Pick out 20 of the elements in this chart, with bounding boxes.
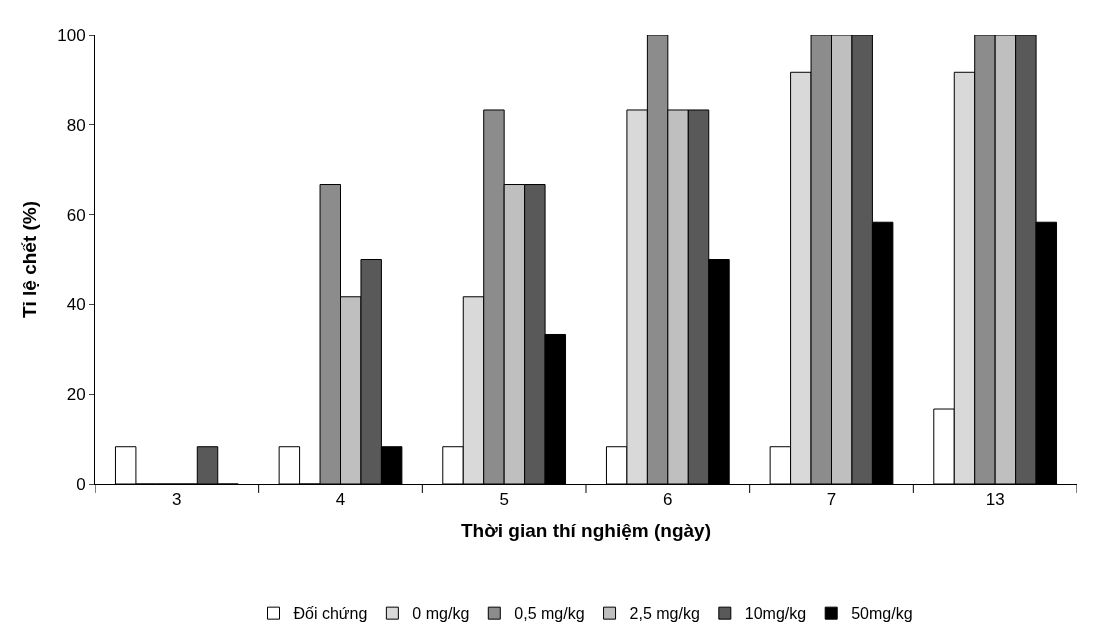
x-tick-label: 4: [335, 490, 346, 510]
x-tick-label: 3: [172, 490, 182, 510]
legend-label: Đối chứng: [293, 605, 368, 623]
x-tick-label: 7: [826, 490, 837, 510]
y-axis-title: Tỉ lệ chết (%): [19, 200, 41, 319]
y-tick-label: 100: [57, 25, 86, 45]
y-tick-label: 0: [76, 474, 86, 494]
x-tick-label: 6: [663, 490, 673, 510]
legend-label: 50mg/kg: [851, 605, 913, 623]
legend-label: 0 mg/kg: [412, 605, 470, 623]
y-tick-label: 80: [66, 115, 86, 135]
y-tick-label: 20: [66, 385, 86, 405]
legend-label: 0,5 mg/kg: [514, 605, 585, 623]
x-axis-title: Thời gian thí nghiệm (ngày): [461, 520, 711, 542]
y-tick-label: 40: [66, 295, 86, 315]
x-tick-label: 5: [499, 490, 509, 510]
legend-label: 2,5 mg/kg: [629, 605, 700, 623]
x-tick-label: 13: [985, 490, 1005, 510]
y-tick-label: 60: [66, 205, 86, 225]
legend-label: 10mg/kg: [744, 605, 807, 623]
